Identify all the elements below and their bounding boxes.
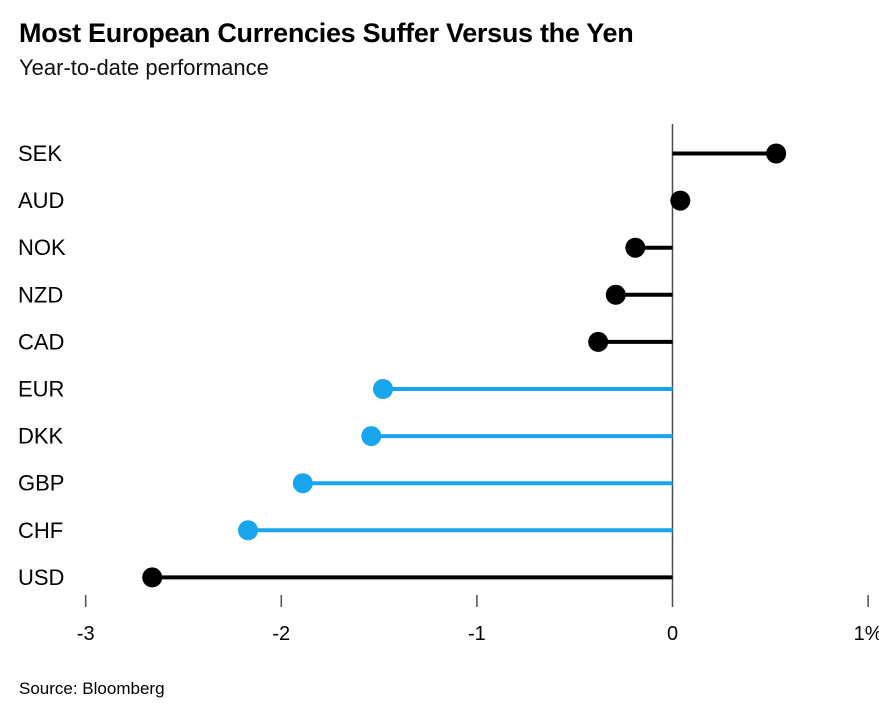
category-label: GBP <box>18 471 64 496</box>
category-label: USD <box>18 565 64 590</box>
category-label: NZD <box>18 282 63 307</box>
chart-subtitle: Year-to-date performance <box>19 55 269 80</box>
lollipop-dot <box>361 426 382 447</box>
category-label: CHF <box>18 518 63 543</box>
x-axis-tick-label: 1% <box>854 623 879 645</box>
lollipop-dot <box>766 143 787 164</box>
lollipop-dot <box>238 520 259 541</box>
lollipop-dot <box>605 284 626 305</box>
category-label: DKK <box>18 424 64 449</box>
category-label: SEK <box>18 141 62 166</box>
lollipop-dot <box>625 237 646 258</box>
lollipop-dot <box>373 379 394 399</box>
x-axis-tick-label: -3 <box>77 623 95 645</box>
x-axis-tick-label: -2 <box>272 623 290 645</box>
lollipop-chart: -3 -2 -1 0 1% SEK AUD NOK NZD CAD EUR DKK GBP CHF USD <box>18 124 879 645</box>
x-axis-tick-label: 0 <box>667 623 678 645</box>
category-label: CAD <box>18 329 64 354</box>
category-label: NOK <box>18 235 66 260</box>
x-axis-tick-label: -1 <box>468 623 486 645</box>
category-label: AUD <box>18 188 64 213</box>
lollipop-dot <box>142 567 163 588</box>
chart-title: Most European Currencies Suffer Versus t… <box>19 18 634 48</box>
category-label: EUR <box>18 377 64 402</box>
lollipop-dot <box>588 331 609 352</box>
lollipop-dot <box>670 190 691 211</box>
lollipop-dot <box>292 473 313 494</box>
source-note: Source: Bloomberg <box>19 679 165 698</box>
